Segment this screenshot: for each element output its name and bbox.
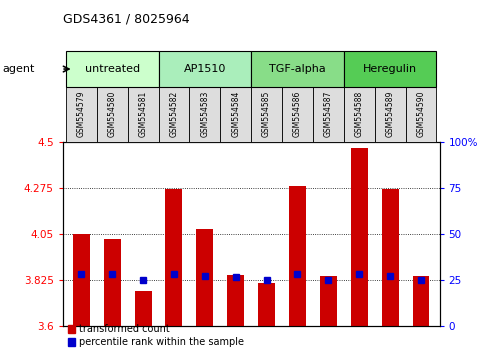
Text: GSM554586: GSM554586 bbox=[293, 91, 302, 137]
Bar bbox=[66, 87, 97, 142]
Text: GSM554585: GSM554585 bbox=[262, 91, 271, 137]
Text: GDS4361 / 8025964: GDS4361 / 8025964 bbox=[63, 12, 189, 25]
Bar bbox=[289, 185, 306, 326]
Bar bbox=[412, 275, 429, 326]
Bar bbox=[344, 87, 375, 142]
Bar bbox=[258, 283, 275, 326]
Bar bbox=[158, 51, 251, 87]
Bar bbox=[73, 234, 90, 326]
Text: GSM554581: GSM554581 bbox=[139, 91, 148, 137]
Bar bbox=[158, 87, 189, 142]
Bar bbox=[166, 189, 183, 326]
Bar bbox=[382, 189, 398, 326]
Bar bbox=[344, 51, 437, 87]
Text: TGF-alpha: TGF-alpha bbox=[269, 64, 326, 74]
Bar bbox=[220, 87, 251, 142]
Text: GSM554579: GSM554579 bbox=[77, 91, 86, 137]
Bar bbox=[66, 51, 158, 87]
Text: GSM554584: GSM554584 bbox=[231, 91, 240, 137]
Text: GSM554583: GSM554583 bbox=[200, 91, 209, 137]
Bar bbox=[251, 51, 344, 87]
Legend: transformed count, percentile rank within the sample: transformed count, percentile rank withi… bbox=[68, 325, 244, 347]
Bar bbox=[313, 87, 344, 142]
Text: agent: agent bbox=[2, 64, 35, 74]
Text: GSM554588: GSM554588 bbox=[355, 91, 364, 137]
Text: GSM554580: GSM554580 bbox=[108, 91, 117, 137]
Bar bbox=[251, 87, 282, 142]
Text: GSM554590: GSM554590 bbox=[416, 91, 426, 137]
Bar bbox=[282, 87, 313, 142]
Bar bbox=[197, 229, 213, 326]
Text: AP1510: AP1510 bbox=[184, 64, 226, 74]
Bar bbox=[128, 87, 158, 142]
Text: untreated: untreated bbox=[85, 64, 140, 74]
Bar bbox=[189, 87, 220, 142]
Text: Heregulin: Heregulin bbox=[363, 64, 417, 74]
Bar bbox=[320, 275, 337, 326]
Bar bbox=[104, 239, 121, 326]
Bar bbox=[97, 87, 128, 142]
Bar bbox=[227, 275, 244, 326]
Text: GSM554582: GSM554582 bbox=[170, 91, 178, 137]
Text: GSM554587: GSM554587 bbox=[324, 91, 333, 137]
Bar bbox=[351, 148, 368, 326]
Bar bbox=[406, 87, 437, 142]
Text: GSM554589: GSM554589 bbox=[385, 91, 395, 137]
Bar bbox=[375, 87, 406, 142]
Bar bbox=[135, 291, 152, 326]
